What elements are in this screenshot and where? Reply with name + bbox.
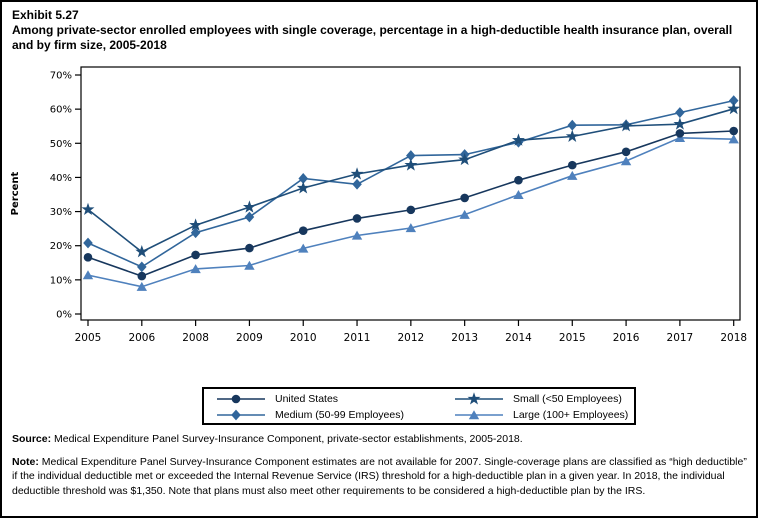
y-axis-title: Percent (10, 171, 21, 215)
y-tick-label: 10% (50, 275, 72, 286)
title-block: Exhibit 5.27 Among private-sector enroll… (12, 8, 752, 53)
page-title: Among private-sector enrolled employees … (12, 23, 733, 52)
united-states-line-marker-icon (217, 394, 265, 404)
y-tick-label: 20% (50, 241, 72, 252)
legend-item-small: Small (<50 Employees) (454, 391, 632, 407)
series-markers-small-50-employees (81, 102, 741, 258)
medium-firm-diamond-marker-icon (217, 409, 265, 421)
y-tick-label: 50% (50, 139, 72, 150)
y-tick-label: 30% (50, 207, 72, 218)
note-text: Medical Expenditure Panel Survey-Insuran… (12, 455, 747, 497)
small-firm-star-marker-icon (455, 392, 503, 405)
legend-item-large: Large (100+ Employees) (454, 407, 632, 423)
series-markers-medium-50-99-employees (83, 95, 739, 273)
y-tick-label: 0% (56, 310, 72, 321)
source-label: Source: (12, 433, 52, 445)
x-tick-label: 2008 (182, 332, 209, 344)
x-tick-label: 2009 (236, 332, 263, 344)
x-tick-label: 2010 (290, 332, 317, 344)
legend-item-united-states: United States (216, 391, 454, 407)
x-tick-label: 2011 (344, 332, 371, 344)
x-tick-label: 2017 (667, 332, 694, 344)
x-tick-label: 2005 (75, 332, 102, 344)
x-tick-label: 2012 (397, 332, 424, 344)
legend-label-small: Small (<50 Employees) (513, 393, 622, 405)
plot-box (80, 66, 741, 321)
methods-note: Note: Medical Expenditure Panel Survey-I… (12, 455, 754, 499)
series-markers-large-100-employees (82, 133, 739, 291)
legend-label-medium: Medium (50-99 Employees) (275, 409, 404, 421)
x-tick-label: 2015 (559, 332, 586, 344)
x-axis: 2005 2006 2008 2009 2010 2011 2012 2013 2014 2015… (75, 320, 747, 344)
exhibit-number: Exhibit 5.27 (12, 8, 79, 22)
note-label: Note: (12, 455, 39, 468)
x-tick-label: 2006 (128, 332, 155, 344)
y-tick-label: 60% (50, 105, 72, 116)
x-tick-label: 2014 (505, 332, 532, 344)
legend-item-medium: Medium (50-99 Employees) (216, 407, 454, 423)
chart-legend: United States Small (<50 Employees) Medi… (202, 387, 636, 425)
series-markers-united-states (83, 126, 738, 281)
x-tick-label: 2013 (451, 332, 478, 344)
source-text: Medical Expenditure Panel Survey-Insuran… (51, 433, 523, 445)
x-tick-label: 2018 (720, 332, 747, 344)
y-tick-label: 70% (50, 71, 72, 82)
x-tick-label: 2016 (613, 332, 640, 344)
legend-label-large: Large (100+ Employees) (513, 409, 629, 421)
legend-label-united-states: United States (275, 393, 339, 405)
large-firm-triangle-marker-icon (455, 410, 503, 420)
y-axis: 0% 10% 20% 30% 40% 50% 60% 70% Percent (10, 71, 81, 321)
source-note: Source: Medical Expenditure Panel Survey… (12, 432, 754, 447)
footer-notes: Source: Medical Expenditure Panel Survey… (12, 432, 754, 506)
y-tick-label: 40% (50, 173, 72, 184)
